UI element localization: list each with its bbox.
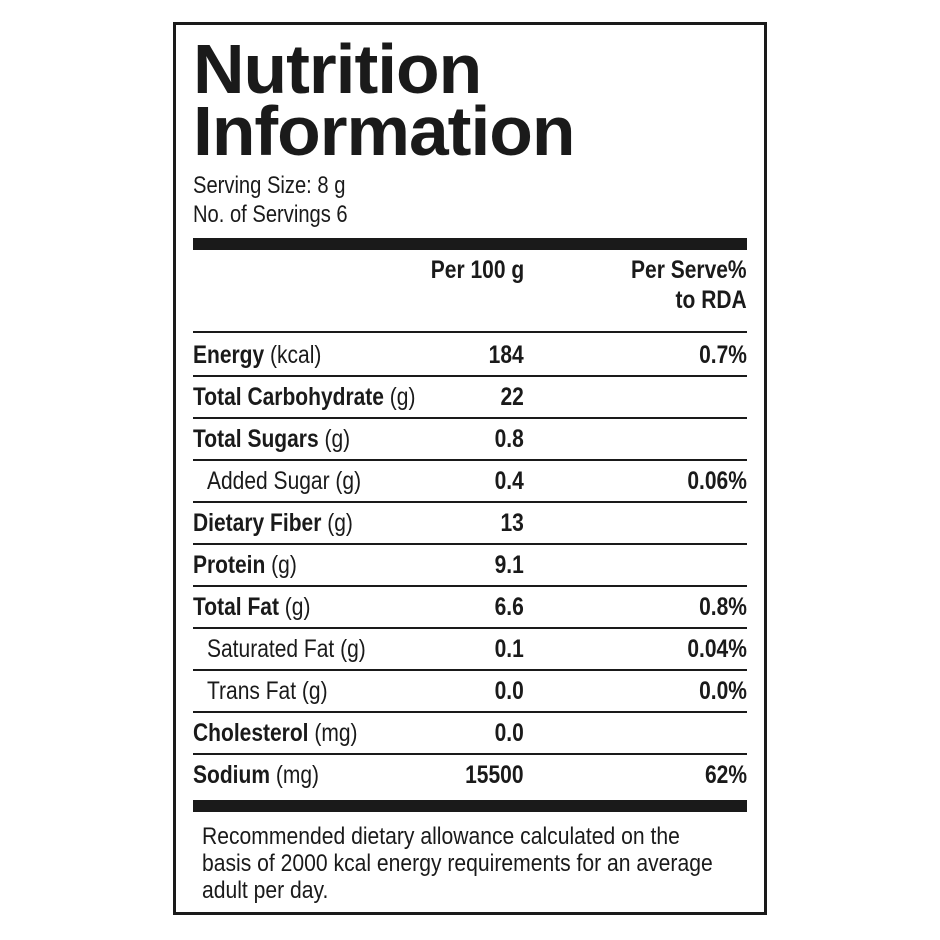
divider-thick-bottom bbox=[193, 800, 747, 812]
value-per-serve-rda: 0.7% bbox=[699, 341, 747, 369]
value-per-serve-rda: 0.0% bbox=[699, 677, 747, 705]
serving-size: Serving Size: 8 g bbox=[193, 172, 346, 199]
value-per-100g: 0.0 bbox=[494, 677, 524, 705]
nutrient-unit: (mg) bbox=[275, 761, 320, 789]
value-per-100g: 184 bbox=[488, 341, 524, 369]
nutrient-name: Protein bbox=[193, 551, 266, 579]
value-per-serve-rda: 0.8% bbox=[699, 593, 747, 621]
nutrient-row: Dietary Fiber (g) 13 bbox=[193, 502, 747, 544]
label-border bbox=[173, 22, 767, 915]
nutrient-row: Total Fat (g) 6.6 0.8% bbox=[193, 586, 747, 628]
value-per-100g: 0.0 bbox=[494, 719, 524, 747]
value-per-100g: 6.6 bbox=[494, 593, 524, 621]
value-per-100g: 15500 bbox=[465, 761, 524, 789]
nutrient-name: Sodium bbox=[193, 761, 271, 789]
nutrient-name: Added Sugar (g) bbox=[207, 467, 362, 495]
nutrient-name: Cholesterol bbox=[193, 719, 309, 747]
nutrient-name: Total Carbohydrate bbox=[193, 383, 384, 411]
nutrient-name: Saturated Fat (g) bbox=[207, 635, 366, 663]
divider-header bbox=[193, 331, 747, 333]
row-divider bbox=[193, 459, 747, 461]
label-title: Nutrition Information bbox=[193, 30, 575, 170]
nutrient-name: Total Fat bbox=[193, 593, 279, 621]
value-per-100g: 22 bbox=[500, 383, 524, 411]
value-per-100g: 0.4 bbox=[494, 467, 524, 495]
value-per-serve-rda: 62% bbox=[704, 761, 747, 789]
nutrient-row: Protein (g) 9.1 bbox=[193, 544, 747, 586]
value-per-100g: 0.1 bbox=[494, 635, 524, 663]
row-divider bbox=[193, 375, 747, 377]
nutrient-name: Dietary Fiber bbox=[193, 509, 322, 537]
nutrient-unit: (g) bbox=[327, 509, 353, 537]
row-divider bbox=[193, 711, 747, 713]
nutrient-unit: (mg) bbox=[314, 719, 358, 747]
divider-thick-top bbox=[193, 238, 747, 250]
nutrient-unit: (kcal) bbox=[270, 341, 322, 369]
value-per-serve-rda: 0.04% bbox=[687, 635, 747, 663]
row-divider bbox=[193, 543, 747, 545]
header-per-serve-rda: Per Serve% to RDA bbox=[631, 256, 747, 314]
nutrient-row: Saturated Fat (g) 0.1 0.04% bbox=[193, 628, 747, 670]
nutrient-unit: (g) bbox=[389, 383, 416, 411]
footnote: Recommended dietary allowance calculated… bbox=[202, 823, 713, 904]
nutrient-unit: (g) bbox=[324, 425, 351, 453]
row-divider bbox=[193, 669, 747, 671]
nutrient-row: Trans Fat (g) 0.0 0.0% bbox=[193, 670, 747, 712]
row-divider bbox=[193, 753, 747, 755]
row-divider bbox=[193, 417, 747, 419]
nutrient-row: Total Sugars (g) 0.8 bbox=[193, 418, 747, 460]
row-divider bbox=[193, 585, 747, 587]
value-per-100g: 9.1 bbox=[494, 551, 524, 579]
nutrient-unit: (g) bbox=[284, 593, 311, 621]
nutrient-name: Energy bbox=[193, 341, 265, 369]
nutrient-unit: (g) bbox=[271, 551, 297, 579]
row-divider bbox=[193, 501, 747, 503]
nutrient-row: Sodium (mg) 15500 62% bbox=[193, 754, 747, 796]
nutrient-row: Added Sugar (g) 0.4 0.06% bbox=[193, 460, 747, 502]
header-per-100g: Per 100 g bbox=[430, 256, 524, 284]
title-line-2: Information bbox=[193, 92, 575, 170]
nutrient-row: Total Carbohydrate (g) 22 bbox=[193, 376, 747, 418]
value-per-100g: 13 bbox=[500, 509, 524, 537]
row-divider bbox=[193, 627, 747, 629]
nutrient-name: Trans Fat (g) bbox=[207, 677, 328, 705]
servings-count: No. of Servings 6 bbox=[193, 201, 348, 228]
value-per-100g: 0.8 bbox=[494, 425, 524, 453]
value-per-serve-rda: 0.06% bbox=[687, 467, 747, 495]
nutrient-row: Energy (kcal) 184 0.7% bbox=[193, 334, 747, 376]
title-line-1: Nutrition bbox=[193, 30, 482, 108]
nutrient-row: Cholesterol (mg) 0.0 bbox=[193, 712, 747, 754]
nutrient-name: Total Sugars bbox=[193, 425, 319, 453]
